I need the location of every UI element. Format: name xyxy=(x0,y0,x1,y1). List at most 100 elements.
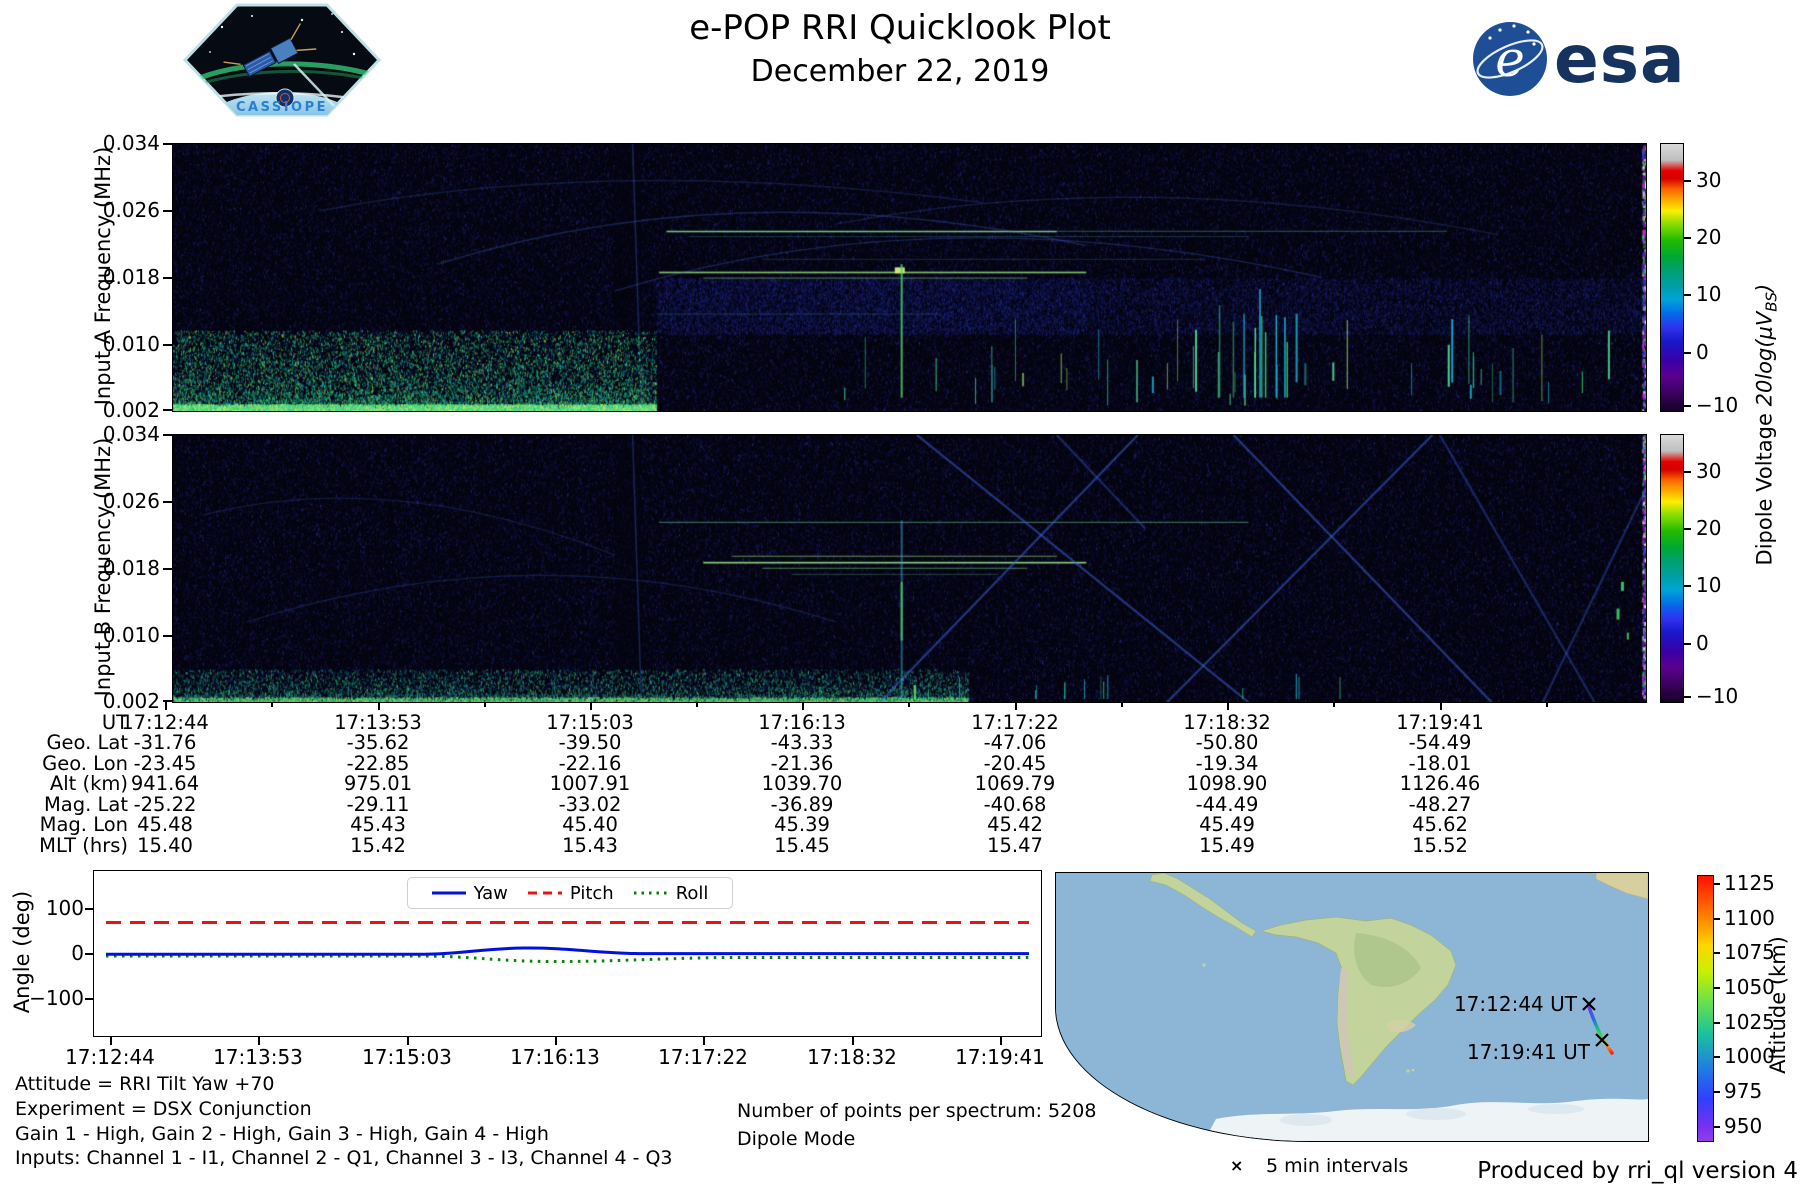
colorbar-a-tick: −10 xyxy=(1696,393,1739,417)
esa-logo-icon: e esa xyxy=(1473,21,1685,98)
ephemeris-cell: -35.62 xyxy=(346,731,410,754)
map-andes xyxy=(1338,968,1355,1078)
legend-item-pitch: Pitch xyxy=(527,882,614,904)
colorbar-label-text: Dipole Voltage xyxy=(1752,406,1777,566)
map-central-america xyxy=(1149,873,1257,938)
ephemeris-row-label: Alt (km) xyxy=(49,772,128,795)
ephemeris-cell: -40.68 xyxy=(983,793,1047,816)
dipole-voltage-colorbar-label: Dipole Voltage 20log(μVBS) xyxy=(1751,125,1784,725)
ephemeris-cell: 17:16:13 xyxy=(758,711,846,734)
ephemeris-cell: 15.52 xyxy=(1412,834,1468,857)
altitude-colorbar xyxy=(1697,875,1714,1142)
legend-label-roll: Roll xyxy=(675,882,709,904)
ephemeris-cell: 1098.90 xyxy=(1186,772,1268,795)
info-dipole-mode: Dipole Mode xyxy=(737,1128,856,1150)
input-a-spectrogram-panel xyxy=(172,143,1647,412)
attitude-xtick: 17:17:22 xyxy=(658,1045,748,1069)
panel-b-ytick: 0.002 xyxy=(102,689,160,713)
pitch-line-sample-icon xyxy=(527,891,562,895)
ephemeris-row-label: UT xyxy=(101,711,128,734)
cassiope-logo-label: CASSIOPE xyxy=(236,100,328,115)
ephemeris-cell: -22.16 xyxy=(558,752,622,775)
info-points-per-spectrum: Number of points per spectrum: 5208 xyxy=(737,1100,1097,1122)
attitude-xtick: 17:15:03 xyxy=(362,1045,452,1069)
attitude-ytick: 0 xyxy=(71,941,84,965)
altitude-tick: 1100 xyxy=(1724,906,1775,930)
ephemeris-cell: 45.42 xyxy=(987,813,1043,836)
roll-line-sample-icon xyxy=(633,891,668,895)
colorbar-b xyxy=(1660,434,1684,703)
altitude-tick: 975 xyxy=(1724,1079,1763,1103)
ephemeris-cell: 15.49 xyxy=(1199,834,1255,857)
altitude-tick: 1125 xyxy=(1724,871,1775,895)
track-start-marker-icon xyxy=(1582,997,1596,1011)
map-africa-corner xyxy=(1595,873,1648,900)
ephemeris-cell: 1069.79 xyxy=(974,772,1056,795)
ephemeris-cell: 17:17:22 xyxy=(971,711,1059,734)
colorbar-a xyxy=(1660,143,1684,412)
ephemeris-cell: -18.01 xyxy=(1408,752,1472,775)
colorbar-a-tick: 0 xyxy=(1696,340,1709,364)
attitude-xtick: 17:18:32 xyxy=(807,1045,897,1069)
ground-track-line xyxy=(1587,1005,1614,1055)
attitude-xtick: 17:16:13 xyxy=(510,1045,600,1069)
info-inputs: Inputs: Channel 1 - I1, Channel 2 - Q1, … xyxy=(15,1147,673,1169)
input-b-spectrogram-panel xyxy=(172,434,1647,703)
colorbar-label-math: 20log(μV xyxy=(1752,311,1777,407)
ephemeris-cell: 941.64 xyxy=(130,772,200,795)
ephemeris-cell: 1126.46 xyxy=(1399,772,1481,795)
panel-a-ytick: 0.010 xyxy=(102,332,160,356)
ephemeris-row-label: Geo. Lon xyxy=(42,752,128,775)
panel-a-ytick: 0.018 xyxy=(102,265,160,289)
ephemeris-cell: -47.06 xyxy=(983,731,1047,754)
ephemeris-cell: -50.80 xyxy=(1195,731,1259,754)
legend-label-yaw: Yaw xyxy=(473,882,508,904)
ephemeris-cell: 15.40 xyxy=(137,834,193,857)
cassiope-logo-icon: CASSIOPE xyxy=(182,3,382,117)
ephemeris-cell: 1039.70 xyxy=(761,772,843,795)
attitude-xtick: 17:13:53 xyxy=(213,1045,303,1069)
legend-label-pitch: Pitch xyxy=(569,882,614,904)
ground-track-map: 17:12:44 UT 17:19:41 UT xyxy=(1055,872,1649,1142)
altitude-colorbar-label: Altitude (km) xyxy=(1766,936,1790,1074)
attitude-xtick: 17:19:41 xyxy=(955,1045,1045,1069)
info-experiment: Experiment = DSX Conjunction xyxy=(15,1098,312,1120)
yaw-line xyxy=(106,946,1029,956)
ephemeris-cell: 15.42 xyxy=(350,834,406,857)
ephemeris-row-label: Mag. Lat xyxy=(43,793,128,816)
colorbar-b-tick: 0 xyxy=(1696,631,1709,655)
colorbar-b-tick: 10 xyxy=(1696,573,1722,597)
altitude-tick: 950 xyxy=(1724,1114,1763,1138)
legend-item-yaw: Yaw xyxy=(431,882,508,904)
attitude-ytick: −100 xyxy=(29,986,84,1010)
ephemeris-cell: -25.22 xyxy=(133,793,197,816)
ephemeris-cell: -48.27 xyxy=(1408,793,1472,816)
yaw-line-sample-icon xyxy=(431,891,466,895)
panel-b-ytick: 0.018 xyxy=(102,556,160,580)
input-b-spectrogram-canvas xyxy=(173,435,1646,702)
track-start-label: 17:12:44 UT xyxy=(1454,992,1578,1016)
ephemeris-cell: -39.50 xyxy=(558,731,622,754)
interval-legend-label: 5 min intervals xyxy=(1266,1155,1409,1177)
ephemeris-cell: 45.39 xyxy=(774,813,830,836)
colorbar-a-tick: 20 xyxy=(1696,225,1722,249)
ephemeris-cell: 45.49 xyxy=(1199,813,1255,836)
ephemeris-cell: 17:13:53 xyxy=(334,711,422,734)
ephemeris-cell: 15.47 xyxy=(987,834,1043,857)
colorbar-label-close: ) xyxy=(1752,283,1777,292)
ephemeris-cell: 17:19:41 xyxy=(1396,711,1484,734)
altitude-tick: 1050 xyxy=(1724,975,1775,999)
info-attitude: Attitude = RRI Tilt Yaw +70 xyxy=(15,1073,275,1095)
ephemeris-cell: 45.43 xyxy=(350,813,406,836)
ephemeris-cell: 15.45 xyxy=(774,834,830,857)
colorbar-label-sub: BS xyxy=(1762,291,1781,312)
colorbar-b-tick: 20 xyxy=(1696,516,1722,540)
input-a-spectrogram-canvas xyxy=(173,144,1646,411)
roll-line xyxy=(106,954,1029,964)
panel-b-ytick: 0.034 xyxy=(102,422,160,446)
altitude-tick: 1000 xyxy=(1724,1044,1775,1068)
track-end-label: 17:19:41 UT xyxy=(1467,1040,1591,1064)
colorbar-b-tick: −10 xyxy=(1696,684,1739,708)
ephemeris-cell: -29.11 xyxy=(346,793,410,816)
altitude-tick: 1075 xyxy=(1724,940,1775,964)
